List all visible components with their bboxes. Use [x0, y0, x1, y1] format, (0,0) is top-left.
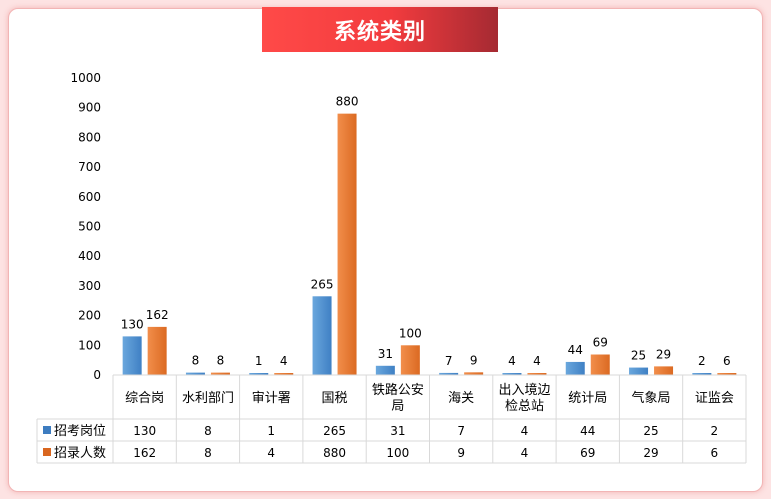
data-label: 44 [568, 343, 583, 357]
category-label: 海关 [448, 391, 474, 406]
bar-positions [629, 367, 649, 375]
category-label: 出入境边 [498, 383, 550, 398]
table-cell: 7 [457, 424, 465, 438]
table-cell: 880 [323, 446, 346, 460]
data-label: 6 [723, 354, 731, 368]
bar-hires [400, 345, 420, 375]
chart-frame [8, 8, 763, 492]
bar-hires [717, 373, 737, 375]
y-tick-label: 100 [78, 338, 101, 352]
bar-positions [375, 365, 395, 375]
data-label: 1 [255, 354, 263, 368]
table-cell: 29 [643, 446, 658, 460]
category-label: 气象局 [632, 390, 671, 406]
bar-positions [439, 372, 459, 375]
bar-hires [147, 326, 167, 375]
data-label: 4 [280, 354, 288, 368]
category-label: 铁路公安 [372, 382, 424, 398]
legend-series-name: 招录人数 [54, 446, 106, 461]
y-tick-label: 800 [78, 130, 101, 144]
table-cell: 44 [580, 424, 595, 438]
y-tick-label: 700 [78, 160, 101, 174]
bar-hires [654, 366, 674, 375]
category-label: 局 [391, 399, 404, 414]
bar-hires [274, 373, 294, 375]
legend-key-orange [43, 448, 51, 456]
y-tick-label: 200 [78, 309, 101, 323]
bar-positions [692, 373, 712, 375]
legend-series-name: 招考岗位 [54, 424, 106, 439]
data-label: 9 [470, 353, 478, 367]
table-cell: 2 [711, 424, 719, 438]
bar-positions [312, 296, 332, 375]
category-label: 统计局 [568, 391, 607, 406]
bar-positions [185, 372, 205, 375]
bar-positions [249, 373, 269, 375]
data-label: 69 [593, 336, 608, 350]
y-tick-label: 600 [78, 190, 101, 204]
table-cell: 100 [386, 446, 409, 460]
category-label: 审计署 [252, 391, 291, 406]
table-cell: 8 [204, 446, 212, 460]
table-cell: 1 [267, 424, 275, 438]
y-tick-label: 1000 [70, 71, 101, 85]
table-cell: 162 [133, 446, 156, 460]
bar-positions [122, 336, 142, 375]
category-label: 证监会 [695, 391, 734, 406]
category-label: 检总站 [505, 399, 544, 414]
y-tick-label: 500 [78, 220, 101, 234]
y-tick-label: 400 [78, 249, 101, 263]
table-cell: 8 [204, 424, 212, 438]
table-cell: 4 [521, 424, 529, 438]
table-cell: 69 [580, 446, 595, 460]
category-label: 综合岗 [125, 391, 164, 406]
data-label: 31 [378, 347, 393, 361]
data-label: 8 [217, 354, 225, 368]
y-tick-label: 900 [78, 101, 101, 115]
bar-hires [464, 372, 484, 375]
category-label: 水利部门 [182, 391, 234, 406]
data-label: 265 [311, 277, 334, 291]
table-cell: 4 [267, 446, 275, 460]
category-label: 国税 [322, 391, 348, 406]
bar-hires [527, 373, 547, 375]
bar-positions [502, 373, 522, 375]
data-label: 880 [336, 95, 359, 109]
data-label: 2 [698, 354, 706, 368]
bar-hires [210, 372, 230, 375]
table-cell: 25 [643, 424, 658, 438]
table-cell: 9 [457, 446, 465, 460]
table-cell: 130 [133, 424, 156, 438]
data-label: 8 [192, 354, 200, 368]
table-cell: 265 [323, 424, 346, 438]
data-label: 4 [533, 354, 541, 368]
bar-positions [565, 361, 585, 375]
chart-title: 系统类别 [262, 7, 498, 52]
y-tick-label: 300 [78, 279, 101, 293]
bar-hires [590, 354, 610, 375]
data-label: 100 [399, 326, 422, 340]
data-label: 4 [508, 354, 516, 368]
y-tick-label: 0 [93, 368, 101, 382]
bar-hires [337, 113, 357, 375]
data-label: 130 [121, 317, 144, 331]
data-label: 162 [146, 308, 169, 322]
data-label: 7 [445, 354, 453, 368]
table-cell: 6 [711, 446, 719, 460]
data-label: 29 [656, 347, 671, 361]
table-cell: 31 [390, 424, 405, 438]
legend-key-blue [43, 426, 51, 434]
table-cell: 4 [521, 446, 529, 460]
data-label: 25 [631, 349, 646, 363]
